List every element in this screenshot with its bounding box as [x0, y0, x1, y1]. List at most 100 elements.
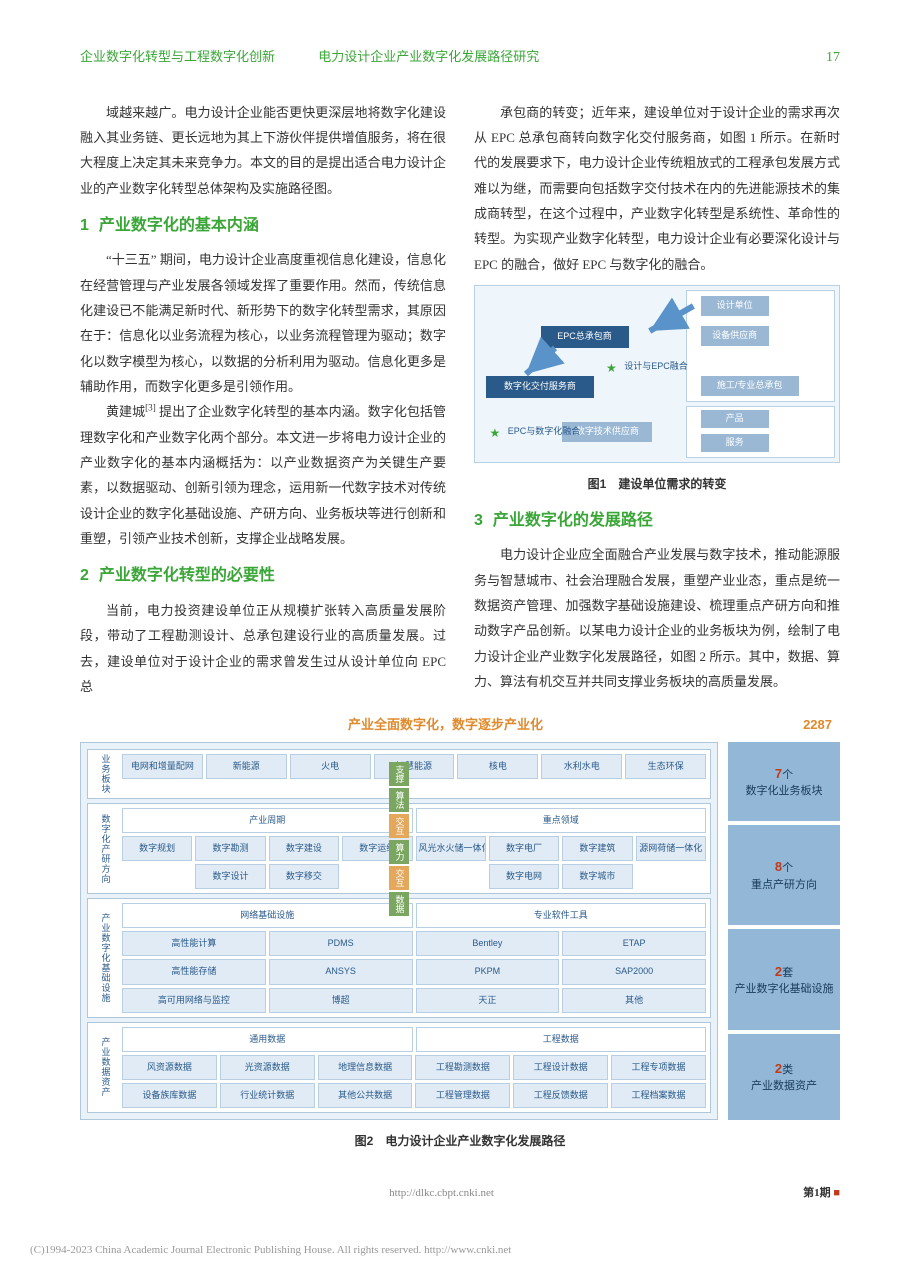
- figure-2-title-bar: 产业全面数字化，数字逐步产业化 2287: [80, 713, 840, 742]
- two-column-body: 域越来越广。电力设计企业能否更快更深层地将数字化建设融入其业务链、更长远地为其上…: [80, 100, 840, 700]
- fig2-side-card: 8个重点产研方向: [728, 825, 840, 925]
- fig2-cell: 数字运维: [342, 836, 412, 861]
- fig2-cell: 智慧能源: [374, 754, 455, 779]
- fig2-row: 高性能计算PDMSBentleyETAP: [122, 931, 706, 956]
- fig2-cell: 数字城市: [562, 864, 632, 889]
- fig2-cell: ANSYS: [269, 959, 413, 984]
- fig2-cell: 博超: [269, 988, 413, 1013]
- section-title: 产业数字化的发展路径: [493, 512, 653, 529]
- fig2-cell: 数字勘测: [195, 836, 265, 861]
- fig2-layer-body: 通用数据工程数据风资源数据光资源数据地理信息数据工程勘测数据工程设计数据工程专项…: [122, 1027, 706, 1108]
- figure-1: 设计单位 设备供应商 施工/专业总承包 产品 服务 EPC总承包商 数字化交付服…: [474, 285, 840, 463]
- section-heading-2: 2 产业数字化转型的必要性: [80, 561, 446, 591]
- section-number: 1: [80, 217, 89, 234]
- page-header: 企业数字化转型与工程数字化创新 电力设计企业产业数字化发展路径研究 17: [80, 45, 840, 72]
- fig2-cell: 新能源: [206, 754, 287, 779]
- section-title: 产业数字化的基本内涵: [99, 217, 259, 234]
- fig2-cell: 核电: [457, 754, 538, 779]
- fig2-header-cell: 重点领域: [416, 808, 707, 833]
- page: 企业数字化转型与工程数字化创新 电力设计企业产业数字化发展路径研究 17 域越来…: [0, 0, 920, 1234]
- fig2-cell: 地理信息数据: [318, 1055, 413, 1080]
- copyright-line: (C)1994-2023 China Academic Journal Elec…: [0, 1240, 920, 1271]
- fig2-row: 设备族库数据行业统计数据其他公共数据工程管理数据工程反馈数据工程档案数据: [122, 1083, 706, 1108]
- fig2-side-card: 2套产业数字化基础设施: [728, 929, 840, 1029]
- star-icon: ★: [490, 422, 501, 445]
- paragraph: 电力设计企业应全面融合产业发展与数字技术，推动能源服务与智慧城市、社会治理融合发…: [474, 542, 840, 694]
- page-number: 17: [826, 45, 840, 72]
- paragraph: 承包商的转变；近年来，建设单位对于设计企业的需求再次从 EPC 总承包商转向数字…: [474, 100, 840, 277]
- star-icon: ★: [606, 357, 617, 380]
- fig2-row: 数字设计数字移交 数字电网数字城市: [122, 864, 706, 889]
- fig2-layer: 产业数据资产通用数据工程数据风资源数据光资源数据地理信息数据工程勘测数据工程设计…: [87, 1022, 711, 1113]
- fig2-cell: 风光水火储一体化: [416, 836, 486, 861]
- fig2-row: 电网和增量配网新能源火电智慧能源核电水利水电生态环保: [122, 754, 706, 779]
- fig2-cell: 工程反馈数据: [513, 1083, 608, 1108]
- fig2-layer: 业务板块电网和增量配网新能源火电智慧能源核电水利水电生态环保: [87, 749, 711, 799]
- fig2-cell: 工程档案数据: [611, 1083, 706, 1108]
- paragraph: “十三五” 期间，电力设计企业高度重视信息化建设，信息化在经营管理与产业发展各领…: [80, 247, 446, 399]
- fig2-layer-body: 电网和增量配网新能源火电智慧能源核电水利水电生态环保: [122, 754, 706, 794]
- fig2-cell: 行业统计数据: [220, 1083, 315, 1108]
- fig2-cell: 数字规划: [122, 836, 192, 861]
- header-article-title: 电力设计企业产业数字化发展路径研究: [318, 49, 539, 64]
- fig2-cell: PKPM: [416, 959, 560, 984]
- fig2-layer-body: 产业周期重点领域数字规划数字勘测数字建设数字运维风光水火储一体化数字电厂数字建筑…: [122, 808, 706, 889]
- section-number: 3: [474, 512, 483, 529]
- fig2-cell: 数字电网: [489, 864, 559, 889]
- header-section-label: 企业数字化转型与工程数字化创新: [80, 49, 275, 64]
- figure-2-caption: 图2 电力设计企业产业数字化发展路径: [80, 1130, 840, 1153]
- text: 提出了企业数字化转型的基本内涵。数字化包括管理数字化和产业数字化两个部分。本文进…: [80, 404, 446, 546]
- fig2-cell: 水利水电: [541, 754, 622, 779]
- fig2-layer-body: 网络基础设施专业软件工具高性能计算PDMSBentleyETAP 高性能存储ANS…: [122, 903, 706, 1012]
- footer-marker-icon: ■: [833, 1187, 840, 1199]
- fig2-cell: 数字设计: [195, 864, 265, 889]
- fig2-layer-label: 数字化产研方向: [92, 808, 118, 889]
- fig2-cell: 高性能存储: [122, 959, 266, 984]
- figure-2-number-right: 2287: [803, 713, 832, 738]
- fig2-cell: 工程管理数据: [415, 1083, 510, 1108]
- fig2-header-cell: 专业软件工具: [416, 903, 707, 928]
- fig2-cell: 生态环保: [625, 754, 706, 779]
- fig2-layer: 数字化产研方向产业周期重点领域数字规划数字勘测数字建设数字运维风光水火储一体化数…: [87, 803, 711, 894]
- paragraph: 域越来越广。电力设计企业能否更快更深层地将数字化建设融入其业务链、更长远地为其上…: [80, 100, 446, 201]
- figure-2-body: 支撑算法交互算力交互数据 业务板块电网和增量配网新能源火电智慧能源核电水利水电生…: [80, 742, 840, 1120]
- fig2-cell: 数字移交: [269, 864, 339, 889]
- fig2-side-card: 7个数字化业务板块: [728, 742, 840, 821]
- page-footer: http://dlkc.cbpt.cnki.net 第1期 ■: [80, 1183, 840, 1204]
- fig2-header-cell: 网络基础设施: [122, 903, 413, 928]
- fig2-row: 高可用网络与监控博超天正其他: [122, 988, 706, 1013]
- fig2-cell: 天正: [416, 988, 560, 1013]
- fig2-cell: 风资源数据: [122, 1055, 217, 1080]
- footer-url: http://dlkc.cbpt.cnki.net: [80, 1183, 803, 1204]
- text: 黄建城: [106, 404, 145, 419]
- fig2-row: 风资源数据光资源数据地理信息数据工程勘测数据工程设计数据工程专项数据: [122, 1055, 706, 1080]
- fig1-star-label-2: EPC与数字化融合: [508, 423, 581, 440]
- section-title: 产业数字化转型的必要性: [99, 567, 275, 584]
- fig2-cell: 数字建筑: [562, 836, 632, 861]
- fig1-star-label-1: 设计与EPC融合: [624, 358, 688, 375]
- fig2-cell: ETAP: [562, 931, 706, 956]
- fig2-cell: 工程专项数据: [611, 1055, 706, 1080]
- fig2-layer-label: 业务板块: [92, 754, 118, 794]
- figure-1-caption: 图1 建设单位需求的转变: [474, 473, 840, 496]
- right-column: 承包商的转变；近年来，建设单位对于设计企业的需求再次从 EPC 总承包商转向数字…: [474, 100, 840, 700]
- fig2-layer-label: 产业数据资产: [92, 1027, 118, 1108]
- fig2-cell: PDMS: [269, 931, 413, 956]
- fig2-cell: 高性能计算: [122, 931, 266, 956]
- figure-2-title: 产业全面数字化，数字逐步产业化: [348, 713, 543, 738]
- section-heading-1: 1 产业数字化的基本内涵: [80, 211, 446, 241]
- figure-2-sidebar: 7个数字化业务板块8个重点产研方向2套产业数字化基础设施2类产业数据资产: [728, 742, 840, 1120]
- fig2-cell: 其他公共数据: [318, 1083, 413, 1108]
- paragraph: 当前，电力投资建设单位正从规模扩张转入高质量发展阶段，带动了工程勘测设计、总承包…: [80, 598, 446, 699]
- fig2-cell: 源网荷储一体化: [636, 836, 706, 861]
- figure-2: 产业全面数字化，数字逐步产业化 2287 支撑算法交互算力交互数据 业务板块电网…: [80, 713, 840, 1152]
- fig2-cell: 电网和增量配网: [122, 754, 203, 779]
- fig2-header-cell: 工程数据: [416, 1027, 707, 1052]
- fig2-header-cell: 产业周期: [122, 808, 413, 833]
- fig2-layer-label: 产业数字化基础设施: [92, 903, 118, 1012]
- section-number: 2: [80, 567, 89, 584]
- footer-issue: 第1期: [803, 1187, 831, 1199]
- fig2-cell: 火电: [290, 754, 371, 779]
- fig2-side-card: 2类产业数据资产: [728, 1034, 840, 1120]
- fig2-cell: 工程勘测数据: [415, 1055, 510, 1080]
